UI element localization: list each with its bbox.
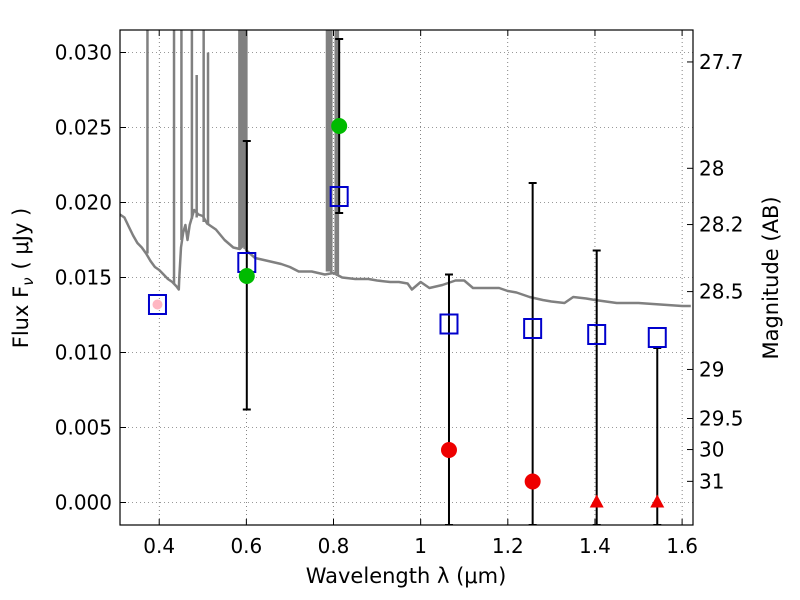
y-axis-title: Flux Fν ( μJy ) [9,208,37,349]
y-tick-label: 0.015 [55,266,112,290]
axes: 0.4 0.6 0.8 1 1.2 1.4 1.6 0.000 0.005 0.010 0.015 0… [55,30,744,558]
flux-point [238,268,255,284]
flux-point [524,473,541,490]
flux-point [440,442,457,458]
upper-limit-triangle [650,494,665,508]
model-magnitude-square [439,313,459,335]
right-tick-label: 28.5 [699,280,744,304]
y-tick-label: 0.025 [55,116,112,140]
flux-point [331,118,348,134]
y-tick-label: 0.020 [55,191,112,215]
flux-point [152,299,163,310]
y-axis-title-unit: ( μJy ) [9,208,33,270]
model-magnitude-square [587,324,607,345]
model-magnitude-square [329,186,349,207]
model-magnitude-square [523,318,543,339]
x-tick-label: 0.4 [143,534,175,558]
x-tick-label: 1.6 [666,534,698,558]
right-tick-label: 28 [699,156,724,180]
model-magnitude-square [147,294,167,315]
plot-area [120,30,691,525]
model-spectrum-line [120,208,691,308]
upper-limit-triangle [589,494,604,508]
y-axis-title-main: Flux F [9,286,33,348]
right-tick-label: 27.7 [699,50,744,74]
right-tick-label: 29 [699,357,724,381]
right-tick-label: 28.2 [699,213,744,237]
model-magnitude-square [647,327,667,348]
y-tick-label: 0.010 [55,341,112,365]
right-tick-label: 29.5 [699,407,744,431]
x-tick-label: 1.4 [579,534,611,558]
y-tick-label: 0.030 [55,41,112,65]
grid [120,30,693,525]
right-axis-title: Magnitude (AB) [759,196,783,359]
x-tick-label: 1.2 [492,534,524,558]
y-tick-label: 0.005 [55,416,112,440]
x-tick-label: 0.6 [230,534,262,558]
x-tick-label: 1 [414,534,427,558]
y-axis-title-sub: ν [19,277,37,285]
right-tick-label: 30 [699,438,724,462]
y-tick-label: 0.000 [55,491,112,515]
x-axis-title: Wavelength λ (μm) [306,564,507,588]
x-tick-label: 0.8 [318,534,350,558]
right-tick-label: 31 [699,469,724,493]
